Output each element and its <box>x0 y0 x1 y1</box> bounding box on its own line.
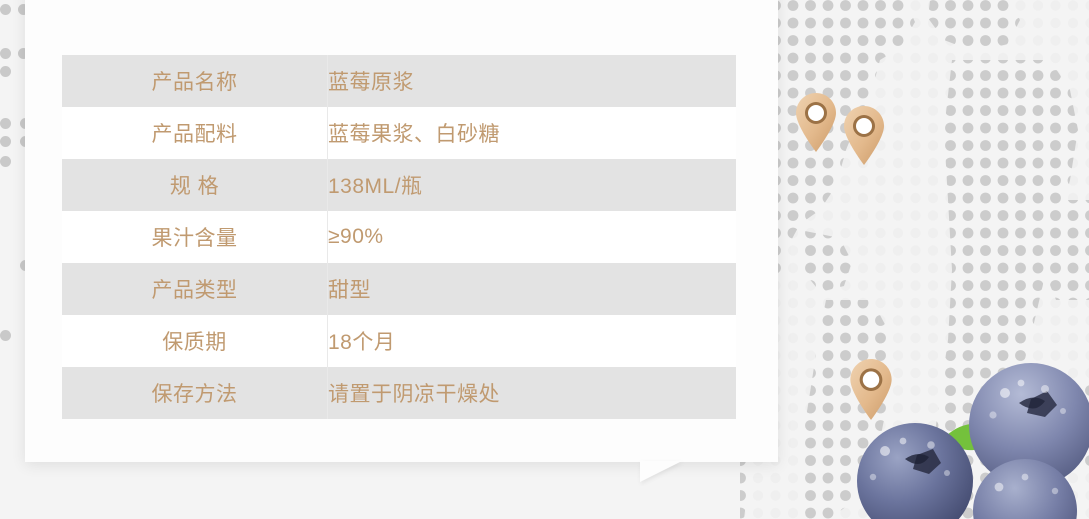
decor-dot <box>0 330 11 341</box>
decor-dot <box>18 48 29 59</box>
decor-dot <box>0 66 11 77</box>
map-pin-lower <box>850 359 892 420</box>
callout-tail <box>640 461 682 482</box>
product-spec-table: 产品名称 蓝莓原浆 产品配料 蓝莓果浆、白砂糖 规 格 138ML/瓶 果汁含量… <box>62 55 736 419</box>
table-row: 果汁含量 ≥90% <box>62 211 736 263</box>
spec-value: 蓝莓果浆、白砂糖 <box>327 107 736 159</box>
table-row: 产品类型 甜型 <box>62 263 736 315</box>
table-row: 产品配料 蓝莓果浆、白砂糖 <box>62 107 736 159</box>
spec-label: 产品类型 <box>62 263 328 315</box>
info-card: 产品名称 蓝莓原浆 产品配料 蓝莓果浆、白砂糖 规 格 138ML/瓶 果汁含量… <box>25 0 778 462</box>
spec-label: 保存方法 <box>62 367 328 419</box>
spec-label: 产品配料 <box>62 107 328 159</box>
spec-label: 果汁含量 <box>62 211 328 263</box>
spec-label: 规 格 <box>62 159 328 211</box>
decor-dot <box>18 4 29 15</box>
decor-dot <box>0 136 11 147</box>
table-row: 保质期 18个月 <box>62 315 736 367</box>
spec-table-body: 产品名称 蓝莓原浆 产品配料 蓝莓果浆、白砂糖 规 格 138ML/瓶 果汁含量… <box>62 55 736 419</box>
decor-dot <box>0 156 11 167</box>
spec-label: 保质期 <box>62 315 328 367</box>
spec-value: 蓝莓原浆 <box>327 55 736 107</box>
spec-label: 产品名称 <box>62 55 328 107</box>
decor-dot <box>0 4 11 15</box>
table-row: 规 格 138ML/瓶 <box>62 159 736 211</box>
decor-dot <box>0 48 11 59</box>
map-pin-right <box>844 106 884 165</box>
spec-value: 甜型 <box>327 263 736 315</box>
spec-value: ≥90% <box>327 211 736 263</box>
decor-dot <box>0 118 11 129</box>
blueberries-photo <box>849 359 1089 519</box>
table-row: 保存方法 请置于阴凉干燥处 <box>62 367 736 419</box>
table-row: 产品名称 蓝莓原浆 <box>62 55 736 107</box>
map-pin-left <box>796 93 836 152</box>
spec-value: 18个月 <box>327 315 736 367</box>
spec-value: 请置于阴凉干燥处 <box>327 367 736 419</box>
spec-value: 138ML/瓶 <box>327 159 736 211</box>
